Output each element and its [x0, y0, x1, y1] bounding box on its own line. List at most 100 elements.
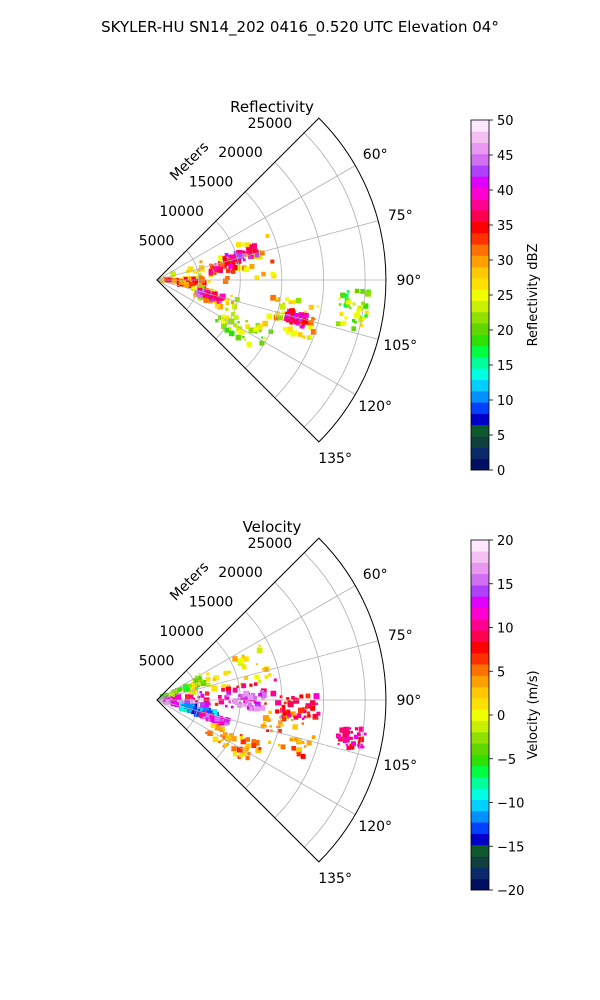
echo-pixel — [248, 256, 253, 260]
echo-pixel — [269, 313, 272, 316]
echo-pixel — [229, 254, 235, 260]
echo-pixel — [215, 719, 222, 726]
colorbar-tick-label: 10 — [497, 622, 514, 637]
colorbar-swatch — [471, 731, 489, 744]
range-tick-label: 15000 — [189, 175, 234, 191]
echo-pixel — [360, 288, 366, 294]
colorbar-tick-label: −5 — [497, 753, 516, 768]
echo-pixel — [361, 745, 365, 749]
echo-pixel — [211, 685, 218, 692]
echo-pixel — [254, 706, 260, 712]
echo-pixel — [222, 278, 229, 284]
echo-pixel — [349, 306, 352, 309]
azimuth-tick-label: 60° — [363, 567, 388, 583]
echo-pixel — [252, 248, 258, 254]
echo-pixel — [248, 327, 255, 334]
echo-pixel — [206, 682, 211, 688]
echo-pixel — [363, 732, 367, 736]
echo-pixel — [185, 276, 191, 281]
echo-pixel — [193, 275, 199, 281]
echo-pixel — [228, 700, 231, 703]
echo-pixel — [354, 727, 359, 731]
echo-pixel — [205, 713, 210, 718]
azimuth-tick-label: 75° — [388, 628, 413, 644]
echo-pixel — [342, 738, 348, 744]
echo-pixel — [171, 278, 177, 284]
echo-pixel — [351, 326, 357, 331]
echo-pixel — [225, 307, 229, 311]
echo-pixel — [175, 693, 181, 700]
echo-pixel — [340, 321, 345, 326]
echo-pixel — [264, 702, 267, 705]
echo-pixel — [283, 701, 287, 705]
echo-pixel — [200, 715, 204, 719]
echo-pixel — [188, 705, 193, 711]
echo-pixel — [269, 725, 272, 728]
echo-pixel — [245, 320, 248, 323]
echo-pixel — [225, 321, 228, 324]
echo-pixel — [199, 691, 203, 694]
echo-pixel — [352, 302, 356, 306]
echo-pixel — [261, 271, 266, 277]
echo-pixel — [230, 260, 235, 265]
echo-pixel — [216, 267, 222, 273]
echo-pixel — [365, 290, 371, 297]
range-tick-label: 5000 — [139, 654, 175, 670]
echo-pixel — [215, 263, 220, 268]
echo-pixel — [179, 700, 183, 704]
echo-pixel — [281, 716, 287, 722]
echo-pixel — [226, 268, 231, 273]
colorbar-swatch — [471, 142, 489, 155]
echo-pixel — [276, 725, 279, 728]
colorbar-swatch — [471, 458, 489, 471]
echo-pixel — [264, 724, 267, 728]
echo-pixel — [285, 311, 290, 316]
colorbar-swatch — [471, 345, 489, 358]
echo-pixel — [206, 672, 210, 676]
echo-pixel — [280, 723, 284, 727]
radar-data — [159, 644, 367, 761]
echo-pixel — [262, 320, 268, 327]
echo-pixel — [218, 740, 221, 744]
echo-pixel — [357, 741, 361, 744]
echo-pixel — [270, 294, 276, 301]
colorbar-swatch — [471, 596, 489, 609]
echo-pixel — [246, 747, 249, 751]
echo-pixel — [311, 735, 316, 739]
echo-pixel — [307, 320, 314, 327]
echo-pixel — [244, 700, 248, 704]
echo-pixel — [228, 330, 235, 337]
echo-pixel — [214, 725, 221, 731]
echo-pixel — [344, 293, 349, 298]
echo-pixel — [190, 687, 194, 691]
echo-pixel — [211, 272, 215, 276]
colorbar-label: Reflectivity dBZ — [526, 244, 541, 347]
echo-pixel — [242, 335, 245, 339]
echo-pixel — [261, 336, 264, 339]
colorbar-swatch — [471, 311, 489, 324]
colorbar-swatch — [471, 686, 489, 699]
echo-pixel — [188, 688, 192, 692]
echo-pixel — [197, 675, 202, 680]
echo-pixel — [225, 275, 230, 281]
colorbar-swatch — [471, 675, 489, 688]
echo-pixel — [305, 715, 309, 719]
echo-pixel — [358, 317, 364, 323]
echo-pixel — [197, 293, 203, 299]
azimuth-gridline — [156, 640, 379, 701]
echo-pixel — [289, 737, 294, 742]
echo-pixel — [197, 684, 201, 688]
echo-pixel — [249, 264, 255, 269]
echo-pixel — [212, 291, 218, 298]
echo-pixel — [350, 731, 353, 734]
echo-pixel — [214, 272, 217, 275]
echo-pixel — [242, 258, 246, 262]
echo-region — [280, 693, 321, 720]
colorbar-swatch — [471, 176, 489, 189]
echo-pixel — [205, 731, 208, 734]
echo-pixel — [270, 271, 275, 277]
colorbar-swatch — [471, 562, 489, 575]
echo-pixel — [282, 310, 286, 315]
echo-pixel — [209, 715, 213, 719]
